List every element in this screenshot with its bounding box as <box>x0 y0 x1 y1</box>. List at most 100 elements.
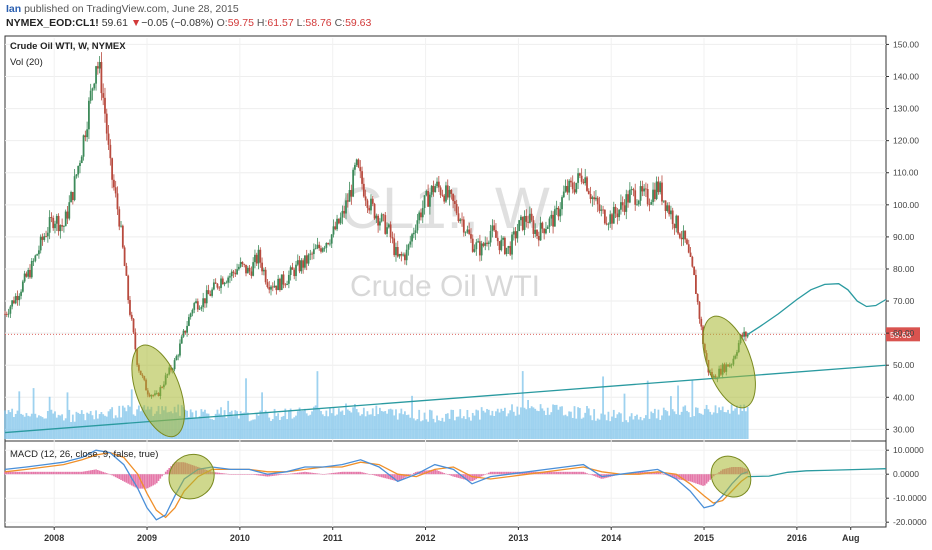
author-name[interactable]: Ian <box>6 3 22 15</box>
macd-histogram-bar <box>545 471 547 475</box>
candle-body <box>687 244 690 253</box>
chart-title: Crude Oil WTI, W, NYMEX <box>10 41 126 52</box>
volume-bar <box>114 415 117 439</box>
volume-bar <box>593 409 596 439</box>
macd-histogram-bar <box>343 471 346 475</box>
macd-histogram-bar <box>570 471 572 475</box>
volume-bar <box>686 410 688 439</box>
volume-bar <box>452 409 455 439</box>
volume-bar <box>214 413 217 439</box>
macd-histogram-bar <box>216 472 219 475</box>
candle-body <box>614 206 617 214</box>
candle-body <box>80 156 83 164</box>
macd-histogram-bar <box>546 471 549 475</box>
macd-histogram-bar <box>23 471 26 475</box>
volume-bar <box>332 407 335 439</box>
macd-histogram-bar <box>452 474 454 477</box>
candle-body <box>511 234 513 255</box>
candle-body <box>314 248 317 250</box>
volume-bar <box>571 417 574 439</box>
volume-bar <box>711 414 713 439</box>
volume-bar <box>400 408 403 439</box>
candle-body <box>673 223 676 229</box>
volume-bar <box>503 407 506 439</box>
macd-histogram-bar <box>486 473 488 475</box>
candle-body <box>39 236 42 251</box>
macd-histogram-bar <box>564 471 567 475</box>
macd-histogram-bar <box>702 474 704 486</box>
volume-bar <box>282 415 285 439</box>
candle-body <box>125 265 128 276</box>
macd-histogram-bar <box>334 472 337 475</box>
volume-bar <box>345 403 347 439</box>
candle-body <box>32 260 35 262</box>
macd-histogram-bar <box>89 470 92 475</box>
volume-bar <box>89 411 92 439</box>
volume-bar <box>254 419 256 439</box>
volume-bar <box>237 418 240 439</box>
volume-bar <box>453 420 456 439</box>
volume-bar <box>70 421 72 439</box>
candle-body <box>277 278 280 291</box>
volume-bar <box>407 414 410 439</box>
macd-histogram-bar <box>155 474 158 484</box>
volume-bar <box>580 418 583 439</box>
candle-body <box>248 267 251 272</box>
volume-bar <box>509 410 512 439</box>
volume-bar <box>548 414 551 439</box>
candle-body <box>391 237 394 239</box>
candle-body <box>21 281 24 292</box>
candle-body <box>95 66 97 84</box>
open-label: O: <box>216 17 228 29</box>
candle-body <box>177 355 180 357</box>
macd-histogram-bar <box>66 471 69 475</box>
macd-histogram-bar <box>709 474 711 480</box>
candle-body <box>127 275 130 301</box>
macd-histogram-bar <box>291 473 294 475</box>
volume-bar <box>541 408 544 439</box>
volume-bar <box>391 409 394 439</box>
volume-bar <box>30 413 33 439</box>
volume-bar <box>280 416 283 439</box>
macd-histogram-bar <box>705 474 708 484</box>
volume-bar <box>102 414 105 439</box>
macd-histogram-bar <box>491 471 494 475</box>
candle-body <box>63 226 65 227</box>
macd-histogram-bar <box>509 471 512 475</box>
macd-histogram-bar <box>270 474 272 477</box>
volume-bar <box>448 418 451 439</box>
candle-body <box>239 261 242 267</box>
macd-histogram-bar <box>348 471 351 475</box>
macd-histogram-bar <box>304 471 306 475</box>
candle-body <box>389 224 392 238</box>
macd-histogram-bar <box>529 471 531 475</box>
publish-text: published on TradingView.com, June 28, 2… <box>24 3 239 15</box>
macd-histogram-bar <box>661 473 663 475</box>
volume-bar <box>243 412 246 439</box>
candle-body <box>220 278 222 288</box>
volume-bar <box>273 408 276 439</box>
macd-histogram-bar <box>41 471 44 475</box>
macd-histogram-bar <box>98 470 101 475</box>
candle-body <box>670 210 672 215</box>
down-arrow-icon: ▼ <box>130 17 142 29</box>
price-tick-label: 100.00 <box>893 200 919 210</box>
volume-bar <box>64 418 67 439</box>
candle-body <box>273 285 276 288</box>
volume-bar <box>52 413 55 439</box>
volume-bar <box>705 404 708 439</box>
candle-body <box>678 233 681 238</box>
macd-histogram-bar <box>336 472 338 475</box>
candle-body <box>473 249 476 252</box>
macd-histogram-bar <box>423 470 426 475</box>
macd-histogram-bar <box>345 471 347 475</box>
candle-body <box>546 226 549 229</box>
price-tick-label: 150.00 <box>893 39 919 49</box>
candle-body <box>280 274 283 291</box>
macd-histogram-bar <box>373 474 376 476</box>
macd-histogram-bar <box>523 471 526 475</box>
macd-histogram-bar <box>225 473 228 475</box>
volume-bar <box>512 411 515 439</box>
macd-histogram-bar <box>279 474 281 476</box>
